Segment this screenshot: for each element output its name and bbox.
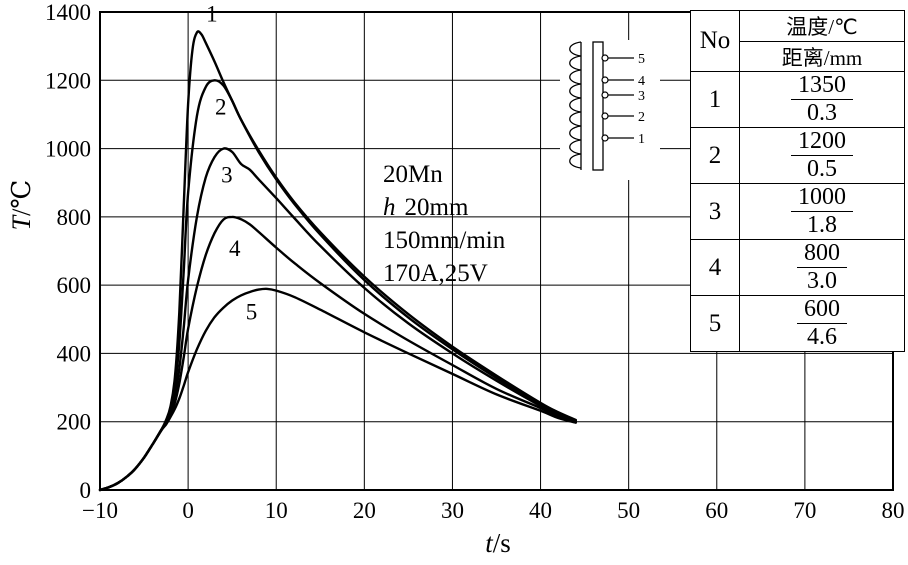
curve-5 — [98, 287, 577, 492]
legend-table-header: No 温度/℃ 距离/mm — [691, 11, 904, 72]
curve-label-4: 4 — [229, 236, 241, 261]
svg-text:60: 60 — [705, 498, 728, 523]
temp-distance-fraction: 800 3.0 — [797, 240, 847, 295]
point-label: 2 — [638, 110, 645, 125]
svg-text:0: 0 — [182, 498, 194, 523]
svg-text:400: 400 — [57, 341, 92, 366]
legend-row-no: 1 — [691, 72, 740, 127]
measurement-point — [601, 134, 609, 142]
weld-parameters-annotation: 20Mn h 20mm 150mm/min 170A,25V — [383, 158, 505, 290]
temp-distance-fraction: 1200 0.5 — [791, 128, 853, 183]
legend-row-no: 5 — [691, 296, 740, 351]
svg-text:1000: 1000 — [45, 137, 91, 162]
x-axis-symbol: t — [485, 528, 493, 558]
annotation-material: 20Mn — [383, 161, 443, 188]
point-label: 5 — [638, 52, 645, 67]
specimen-inset-diagram: 5 4 3 2 1 — [560, 40, 660, 180]
point-label: 4 — [638, 74, 645, 89]
svg-text:200: 200 — [57, 410, 92, 435]
curve-label-1: 1 — [206, 2, 218, 27]
legend-row: 1 1350 0.3 — [691, 72, 904, 128]
point-label: 3 — [638, 89, 645, 104]
inset-background — [560, 40, 660, 180]
annotation-thickness: h 20mm — [383, 194, 469, 221]
curve-label-3: 3 — [221, 163, 233, 188]
legend-row-no: 4 — [691, 240, 740, 295]
svg-text:800: 800 — [57, 205, 92, 230]
point-label: 1 — [638, 132, 645, 147]
temp-distance-fraction: 1350 0.3 — [791, 72, 853, 127]
legend-header-temperature: 温度/℃ — [740, 11, 904, 42]
legend-header-no: No — [691, 11, 740, 71]
annotation-current-voltage: 170A,25V — [383, 260, 488, 287]
svg-text:50: 50 — [617, 498, 640, 523]
svg-text:80: 80 — [882, 498, 905, 523]
svg-text:30: 30 — [441, 498, 464, 523]
svg-text:70: 70 — [793, 498, 816, 523]
temp-distance-fraction: 600 4.6 — [797, 296, 847, 351]
y-axis-title: T/℃ — [7, 150, 37, 260]
svg-text:40: 40 — [529, 498, 552, 523]
measurement-point — [601, 112, 609, 120]
svg-text:20: 20 — [353, 498, 376, 523]
curve-label-5: 5 — [246, 299, 258, 324]
plate-edge — [592, 41, 604, 171]
svg-text:1200: 1200 — [45, 68, 91, 93]
y-axis-unit: /℃ — [7, 179, 36, 216]
svg-text:10: 10 — [265, 498, 288, 523]
svg-text:600: 600 — [57, 273, 92, 298]
temp-distance-fraction: 1000 1.8 — [791, 184, 853, 239]
x-axis-unit: /s — [492, 528, 511, 558]
measurement-point — [601, 54, 609, 62]
legend-row: 3 1000 1.8 — [691, 184, 904, 240]
y-axis-symbol: T — [7, 215, 36, 231]
legend-row: 4 800 3.0 — [691, 240, 904, 296]
legend-row-no: 3 — [691, 184, 740, 239]
svg-text:0: 0 — [80, 478, 92, 503]
legend-row: 5 600 4.6 — [691, 296, 904, 351]
legend-table: No 温度/℃ 距离/mm 1 1350 0.3 2 1200 0.5 3 1000… — [690, 10, 905, 352]
curve-label-2: 2 — [215, 94, 227, 119]
annotation-speed: 150mm/min — [383, 227, 506, 254]
svg-text:−10: −10 — [82, 498, 118, 523]
legend-row-no: 2 — [691, 128, 740, 183]
weld-bead-icon — [569, 41, 582, 169]
measurement-point — [601, 91, 609, 99]
measurement-points — [601, 54, 634, 142]
legend-row: 2 1200 0.5 — [691, 128, 904, 184]
legend-header-distance: 距离/mm — [781, 46, 863, 70]
svg-text:1400: 1400 — [45, 0, 91, 25]
measurement-point — [601, 76, 609, 84]
x-axis-title: t/s — [438, 528, 558, 559]
